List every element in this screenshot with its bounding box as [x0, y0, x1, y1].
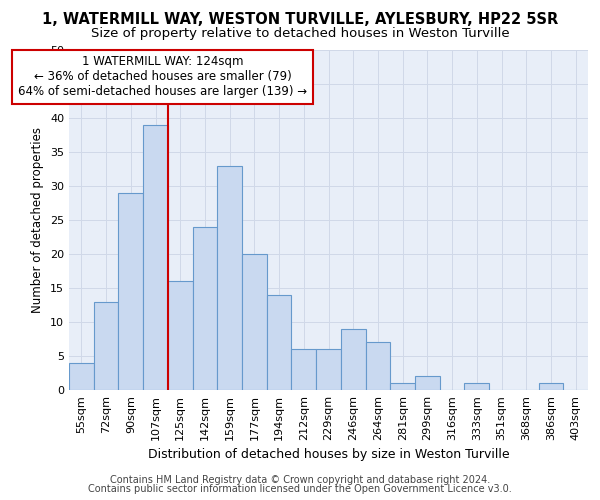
Bar	[193, 227, 217, 390]
X-axis label: Distribution of detached houses by size in Weston Turville: Distribution of detached houses by size …	[148, 448, 509, 462]
Bar	[415, 376, 440, 390]
Bar	[69, 363, 94, 390]
Bar	[267, 295, 292, 390]
Bar	[168, 281, 193, 390]
Bar	[365, 342, 390, 390]
Bar	[316, 349, 341, 390]
Text: 1, WATERMILL WAY, WESTON TURVILLE, AYLESBURY, HP22 5SR: 1, WATERMILL WAY, WESTON TURVILLE, AYLES…	[42, 12, 558, 28]
Text: Contains public sector information licensed under the Open Government Licence v3: Contains public sector information licen…	[88, 484, 512, 494]
Bar	[341, 329, 365, 390]
Y-axis label: Number of detached properties: Number of detached properties	[31, 127, 44, 313]
Bar	[217, 166, 242, 390]
Bar	[539, 383, 563, 390]
Text: 1 WATERMILL WAY: 124sqm
← 36% of detached houses are smaller (79)
64% of semi-de: 1 WATERMILL WAY: 124sqm ← 36% of detache…	[19, 56, 307, 98]
Bar	[242, 254, 267, 390]
Bar	[390, 383, 415, 390]
Bar	[292, 349, 316, 390]
Bar	[118, 193, 143, 390]
Bar	[464, 383, 489, 390]
Bar	[143, 125, 168, 390]
Bar	[94, 302, 118, 390]
Text: Size of property relative to detached houses in Weston Turville: Size of property relative to detached ho…	[91, 28, 509, 40]
Text: Contains HM Land Registry data © Crown copyright and database right 2024.: Contains HM Land Registry data © Crown c…	[110, 475, 490, 485]
